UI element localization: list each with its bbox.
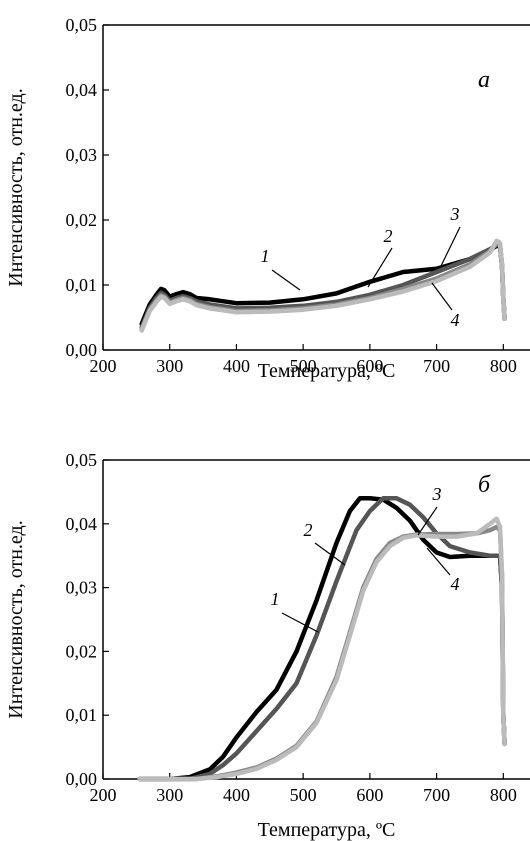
y-axis-title: Интенсивность, отн.ед. — [5, 88, 27, 286]
curve-label-leader — [426, 547, 451, 576]
y-tick-label: 0,02 — [66, 210, 98, 230]
x-tick-label: 500 — [290, 356, 317, 376]
x-tick-label: 700 — [423, 356, 450, 376]
y-tick-label: 0,05 — [66, 450, 98, 470]
y-tick-label: 0,05 — [66, 15, 98, 35]
curve-label: 2 — [304, 520, 313, 540]
curve-label-leader — [314, 542, 346, 566]
series-line-1 — [137, 496, 507, 782]
x-tick-label: 600 — [356, 356, 383, 376]
x-tick-label: 400 — [223, 785, 250, 805]
y-tick-label: 0,01 — [66, 275, 98, 295]
curve-label-leader — [439, 226, 461, 269]
x-tick-label: 200 — [90, 356, 117, 376]
curve-label: 1 — [261, 246, 270, 266]
series-line-3 — [137, 524, 507, 782]
x-tick-label: 700 — [423, 785, 450, 805]
curve-label: 3 — [450, 204, 460, 224]
chart-panel-2: 200 300 400 500 600 700 800 0,00 0,01 0,02 0,03 0,0… — [5, 450, 530, 841]
y-tick-label: 0,04 — [66, 514, 98, 534]
curve-label: 4 — [451, 574, 460, 594]
x-tick-label: 200 — [90, 785, 117, 805]
y-tick-label: 0,01 — [66, 705, 98, 725]
curve-label: 3 — [432, 484, 442, 504]
curve-label-leader — [431, 282, 453, 311]
curve-label: 2 — [384, 226, 393, 246]
curve-label-leader — [281, 612, 319, 633]
x-tick-label: 600 — [356, 785, 383, 805]
series-line-4 — [137, 516, 507, 782]
series-line-4 — [139, 238, 507, 333]
x-tick-label: 300 — [156, 356, 183, 376]
y-tick-label: 0,04 — [66, 80, 98, 100]
panel-letter: б — [478, 472, 491, 498]
chart-panel-1: 200 300 400 500 600 700 800 0,00 0,01 0,02 0,03 0,0… — [5, 15, 530, 382]
curve-label-leader — [367, 247, 393, 288]
y-tick-label: 0,03 — [66, 145, 98, 165]
curve-label-leader — [417, 506, 438, 536]
x-tick-label: 300 — [156, 785, 183, 805]
y-axis-title: Интенсивность, отн.ед. — [5, 520, 27, 718]
y-tick-label: 0,03 — [66, 578, 98, 598]
series-line-2 — [137, 496, 507, 782]
x-axis-title: Температура, ºС — [258, 819, 396, 841]
x-tick-label: 500 — [290, 785, 317, 805]
x-axis-title: Температура, ºС — [258, 360, 396, 382]
x-tick-label: 800 — [490, 785, 517, 805]
x-tick-label: 800 — [490, 356, 517, 376]
curve-label: 1 — [271, 589, 280, 609]
y-tick-label: 0,00 — [66, 340, 98, 360]
curve-label: 4 — [451, 310, 460, 330]
y-tick-label: 0,00 — [66, 769, 98, 789]
panel-letter: а — [478, 67, 490, 93]
curve-label-leader — [271, 269, 301, 291]
y-tick-label: 0,02 — [66, 641, 98, 661]
x-tick-label: 400 — [223, 356, 250, 376]
